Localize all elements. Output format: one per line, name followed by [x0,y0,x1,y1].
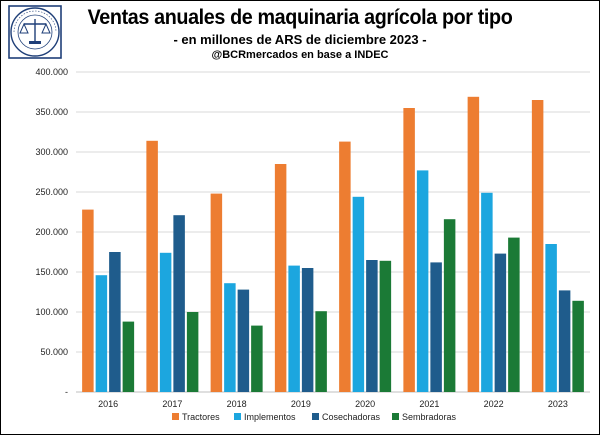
bar-implementos-2018 [224,283,236,392]
y-tick-label: 200.000 [35,227,68,237]
y-tick-label: - [65,387,68,397]
y-tick-label: 150.000 [35,267,68,277]
bar-tractores-2017 [146,140,158,392]
x-tick-label: 2022 [484,399,504,409]
bar-implementos-2021 [416,170,429,392]
bar-tractores-2019 [274,164,287,392]
bar-cosechadoras-2020 [366,260,378,392]
bar-cosechadoras-2018 [237,289,250,392]
bar-sembradoras-2020 [379,260,392,392]
bar-implementos-2017 [159,252,172,392]
bar-sembradoras-2016 [122,321,135,392]
x-tick-label: 2019 [291,399,311,409]
bar-tractores-2022 [467,96,480,393]
bar-cosechadoras-2023 [558,290,571,392]
y-tick-label: 400.000 [35,67,68,77]
x-tick-label: 2023 [548,399,568,409]
y-tick-label: 250.000 [35,187,68,197]
x-tick-label: 2017 [162,399,182,409]
bar-implementos-2019 [288,265,300,392]
legend-swatch-sembradoras [392,413,399,420]
legend-swatch-implementos [234,413,241,420]
bar-sembradoras-2021 [443,219,456,392]
legend-swatch-cosechadoras [312,413,319,420]
bar-tractores-2023 [531,100,544,392]
x-tick-label: 2018 [227,399,247,409]
bar-implementos-2020 [352,196,365,392]
bar-cosechadoras-2022 [494,253,507,392]
bar-tractores-2021 [403,108,415,392]
bar-cosechadoras-2017 [173,215,185,392]
bar-implementos-2022 [481,192,493,392]
y-tick-label: 50.000 [40,347,68,357]
chart-source: @BCRmercados en base a INDEC [211,49,389,61]
bar-cosechadoras-2021 [430,262,442,392]
legend-label-implementos: Implementos [244,412,296,422]
legend-swatch-tractores [172,413,179,420]
bar-sembradoras-2017 [186,312,199,392]
bar-tractores-2020 [339,141,351,392]
x-tick-label: 2020 [355,399,375,409]
bar-sembradoras-2022 [508,237,520,392]
bar-sembradoras-2018 [251,325,263,392]
bar-implementos-2016 [95,275,108,392]
bar-tractores-2018 [210,193,223,392]
bar-sembradoras-2023 [572,300,584,392]
y-tick-label: 300.000 [35,147,68,157]
bar-sembradoras-2019 [315,311,327,392]
legend-label-cosechadoras: Cosechadoras [322,412,381,422]
logo-seal-icon [8,5,62,59]
bar-tractores-2016 [82,209,94,392]
legend-label-tractores: Tractores [182,412,220,422]
chart-subtitle: - en millones de ARS de diciembre 2023 - [173,32,427,47]
bar-implementos-2023 [545,244,557,392]
y-tick-label: 350.000 [35,107,68,117]
x-tick-label: 2016 [98,399,118,409]
bar-cosechadoras-2016 [109,252,121,392]
bar-cosechadoras-2019 [301,268,314,392]
x-tick-label: 2021 [419,399,439,409]
legend-label-sembradoras: Sembradoras [402,412,457,422]
y-tick-label: 100.000 [35,307,68,317]
chart-title: Ventas anuales de maquinaria agrícola po… [87,6,513,29]
